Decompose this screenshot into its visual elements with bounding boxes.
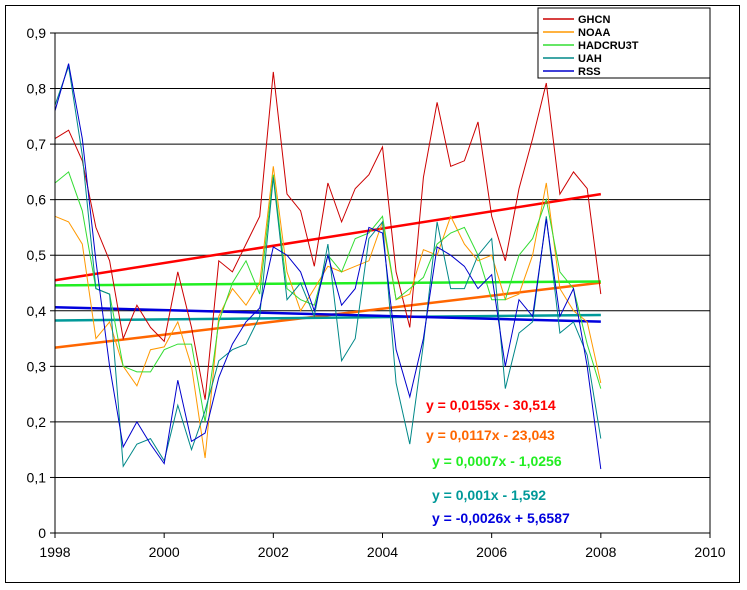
legend-label-uah: UAH <box>578 53 602 65</box>
legend-label-noaa: NOAA <box>578 27 610 39</box>
y-tick-label: 0,9 <box>27 25 47 41</box>
trend-equation-ghcn: y = 0,0155x - 30,514 <box>426 397 556 413</box>
series-line-hadcru3t <box>54 171 602 422</box>
series-line-rss <box>54 63 602 470</box>
legend-label-rss: RSS <box>578 66 601 78</box>
x-tick-label: 2008 <box>585 544 616 560</box>
x-tick-label: 2010 <box>694 544 725 560</box>
trend-equation-hadcru3t: y = 0,0007x - 1,0256 <box>432 453 562 469</box>
series-line-ghcn <box>54 71 602 400</box>
trend-equation-uah: y = 0,001x - 1,592 <box>432 487 546 503</box>
series-line-noaa <box>54 166 602 459</box>
series-line-uah <box>54 66 602 468</box>
trend-equation-noaa: y = 0,0117x - 23,043 <box>426 427 555 443</box>
y-tick-label: 0,3 <box>27 358 47 374</box>
y-tick-label: 0,7 <box>27 136 47 152</box>
trendline-hadcru3t <box>54 280 601 287</box>
y-tick-label: 0,5 <box>27 247 47 263</box>
chart-frame <box>5 5 740 583</box>
y-tick-label: 0,8 <box>27 81 47 97</box>
trendline-ghcn <box>54 192 602 282</box>
trend-equation-rss: y = -0,0026x + 5,6587 <box>432 510 570 526</box>
x-tick-label: 1998 <box>39 544 70 560</box>
gridlines <box>55 32 710 478</box>
x-tick-label: 2002 <box>258 544 289 560</box>
trendlines <box>54 192 602 349</box>
legend-label-hadcru3t: HADCRU3T <box>578 40 639 52</box>
x-tick-label: 2000 <box>149 544 180 560</box>
y-tick-label: 0,6 <box>27 192 47 208</box>
series-lines <box>54 63 602 470</box>
trendline-rss <box>54 305 601 323</box>
x-tick-label: 2004 <box>367 544 398 560</box>
y-tick-label: 0 <box>38 525 46 541</box>
y-tick-label: 0,2 <box>27 414 47 430</box>
y-tick-label: 0,4 <box>27 303 47 319</box>
axis-ticks: 0 0,1 0,2 0,3 0,4 0,5 0,6 0,7 0,8 0,9 1998 2000 2002… <box>27 25 726 560</box>
x-tick-label: 2006 <box>476 544 507 560</box>
trend-equations: y = 0,0155x - 30,514 y = 0,0117x - 23,043… <box>426 397 570 526</box>
y-tick-label: 0,1 <box>27 469 47 485</box>
legend-label-ghcn: GHCN <box>578 14 610 26</box>
